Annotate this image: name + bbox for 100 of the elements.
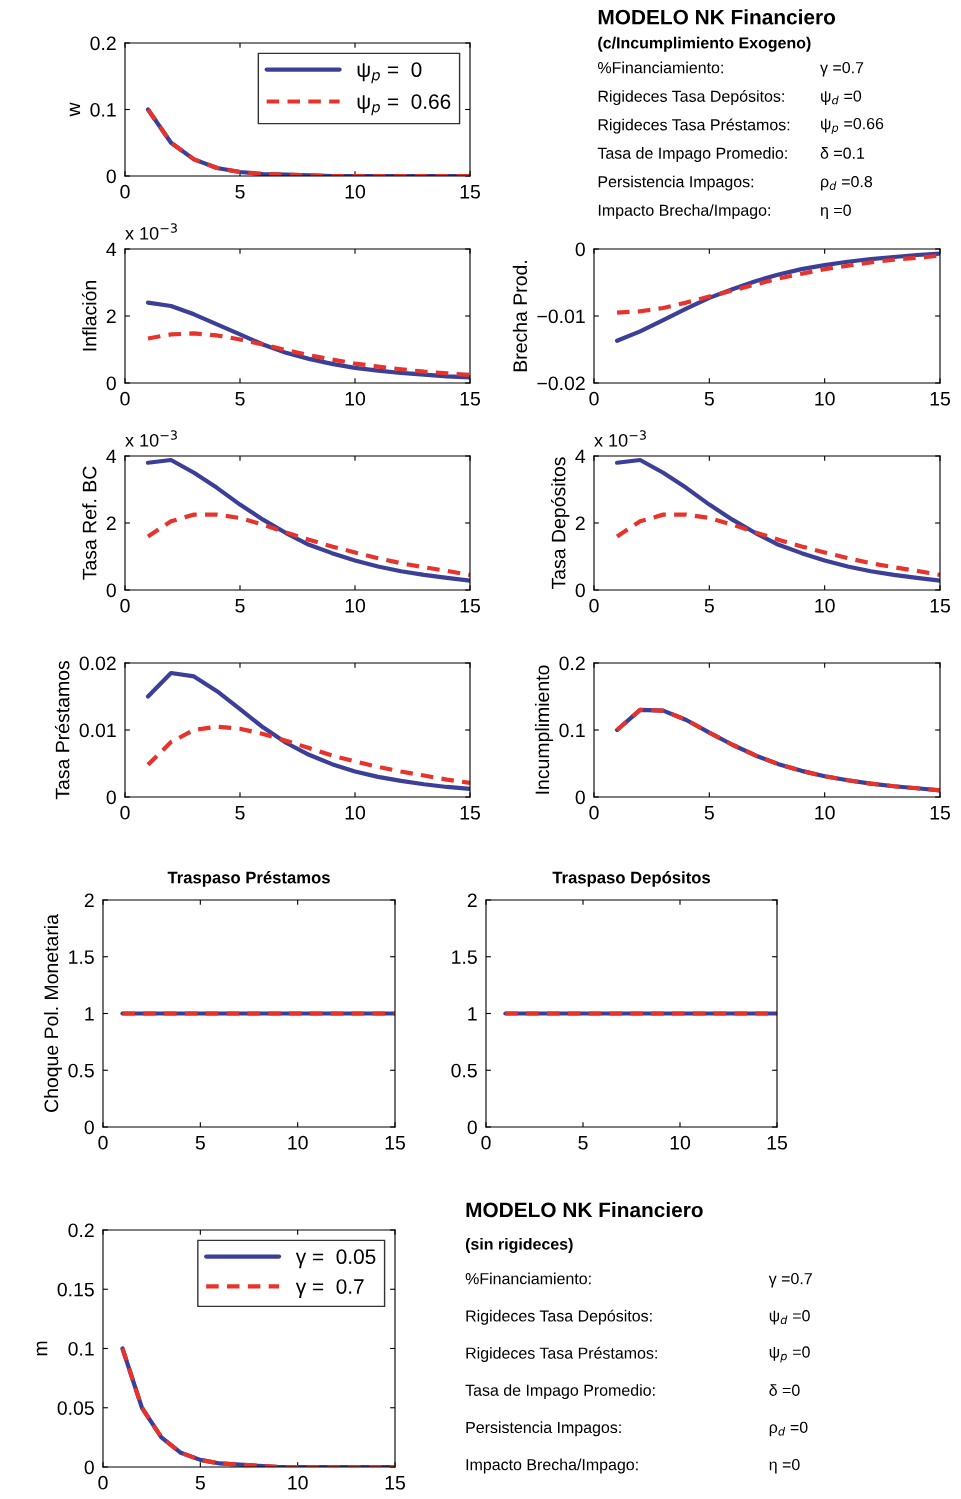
text: ψ$_{p}$ =0 [769,1346,810,1363]
text: Tasa de Impago Promedio: [465,1384,655,1400]
y-tick-label: 0 [84,1460,94,1475]
x-tick-label: 5 [578,1136,588,1150]
legend-label: γ = 0.05 [295,1249,376,1269]
x-tick-label: 0 [120,598,130,613]
y-tick-label: 0 [84,1120,94,1135]
x-tick-label: 5 [704,599,714,613]
x-tick-label: 0 [120,805,130,820]
x-tick-label: 15 [385,1476,405,1490]
y-tick-label: 0 [106,169,116,184]
text: MODELO NK Financiero [466,1202,703,1218]
x-tick-label: 5 [235,392,245,406]
y-tick-label: 1 [468,1007,477,1021]
y-axis-title: Incumplimiento [534,665,554,794]
y-tick-label: 0 [106,790,116,805]
text: Impacto Brecha/Impago: [466,1458,638,1474]
x-tick-label: 5 [704,806,714,820]
text: ψ$_{p}$ =0.66 [821,117,884,135]
y-tick-label: −0.01 [537,309,585,324]
text: δ =0 [769,1384,800,1396]
x-tick-label: 15 [930,392,950,406]
y-axis-title: Inflación [81,281,97,351]
x-tick-label: 15 [460,392,480,406]
y-tick-label: 0.5 [451,1063,477,1078]
y-tick-label: 0 [575,242,585,257]
x-tick-label: 10 [288,1135,308,1150]
text: (sin rigideces) [465,1238,573,1253]
y-axis-title: Choque Pol. Monetaria [43,914,63,1112]
y-tick-label: 2 [106,516,116,531]
text: γ =0.7 [820,61,864,77]
y-tick-label: 2 [106,309,116,324]
y-tick-label: 2 [467,893,477,908]
text: Persistencia Impagos: [598,175,754,191]
text: Rigideces Tasa Depósitos: [466,1309,652,1325]
y-tick-label: 1.5 [69,950,94,964]
y-tick-label: 0.05 [57,1401,94,1415]
legend-label: γ = 0.7 [295,1279,364,1298]
x-tick-label: 15 [930,599,950,613]
x-tick-label: 15 [767,1136,787,1150]
text: MODELO NK Financiero [598,9,836,25]
x-tick-label: 10 [345,598,366,613]
y-tick-label: 0.1 [559,723,585,738]
y-tick-label: 1 [85,1007,94,1021]
y-tick-label: 0.02 [79,656,116,671]
x-tick-label: 10 [815,391,835,406]
y-tick-label: 0 [106,376,116,391]
y-tick-label: 0.1 [90,102,116,117]
x-tick-label: 10 [288,1475,308,1490]
x-tick-label: 10 [815,598,835,613]
x-tick-label: 10 [670,1135,691,1150]
legend-label: ψ$_{p}$ = 0 [357,62,422,84]
y-tick-label: 0.2 [90,36,116,51]
y-tick-label: 0 [575,583,585,598]
chart-title: Traspaso Depósitos [552,871,711,887]
text: η =0 [769,1458,800,1474]
y-tick-label: 0.5 [68,1063,94,1078]
y-axis-title: Tasa Préstamos [54,661,70,800]
x-tick-label: 10 [815,805,835,820]
text: ψ$_{d}$ =0 [821,90,862,105]
text: (c/Incumplimiento Exogeno) [598,36,811,52]
x-tick-label: 5 [195,1136,205,1150]
x-tick-label: 15 [385,1136,405,1150]
text: Rigideces Tasa Préstamos: [598,118,790,134]
y-tick-label: 4 [575,449,586,464]
x-tick-label: 15 [460,806,480,820]
y-tick-label: 1.5 [452,950,477,964]
text: x 10$^{−3}$ [594,430,646,447]
text: %Financiamiento: [597,61,723,74]
x-tick-label: 5 [235,599,245,613]
y-tick-label: 0.2 [559,656,585,671]
text: γ =0.7 [768,1272,812,1288]
x-tick-label: 10 [345,805,366,820]
x-tick-label: 0 [120,391,130,406]
x-tick-label: 0 [589,598,599,613]
x-tick-label: 0 [481,1135,491,1150]
y-axis-title: Tasa Ref. BC [82,466,97,580]
text: x 10$^{−3}$ [125,223,177,240]
x-tick-label: 0 [120,184,130,199]
y-tick-label: 0.2 [68,1223,94,1238]
chart-title: Traspaso Préstamos [167,871,330,887]
x-tick-label: 15 [460,185,480,199]
text: η =0 [820,204,851,220]
text: x 10$^{−3}$ [125,430,177,447]
x-tick-label: 10 [345,184,366,199]
x-tick-label: 5 [704,392,714,406]
y-tick-label: 2 [84,893,94,908]
x-tick-label: 0 [589,391,599,406]
y-tick-label: −0.02 [537,376,585,391]
text: ρ$_{d}$ =0.8 [821,175,873,191]
y-tick-label: 4 [106,242,117,257]
y-axis-title: Brecha Prod. [512,261,528,372]
y-tick-label: 4 [106,449,117,464]
x-tick-label: 15 [460,599,480,613]
text: Persistencia Impagos: [466,1421,621,1437]
x-tick-label: 5 [195,1476,205,1490]
text: %Financiamiento: [465,1272,591,1285]
y-axis-title: Tasa Depósitos [550,457,570,590]
text: Tasa de Impago Promedio: [597,147,787,162]
x-tick-label: 5 [235,806,245,820]
